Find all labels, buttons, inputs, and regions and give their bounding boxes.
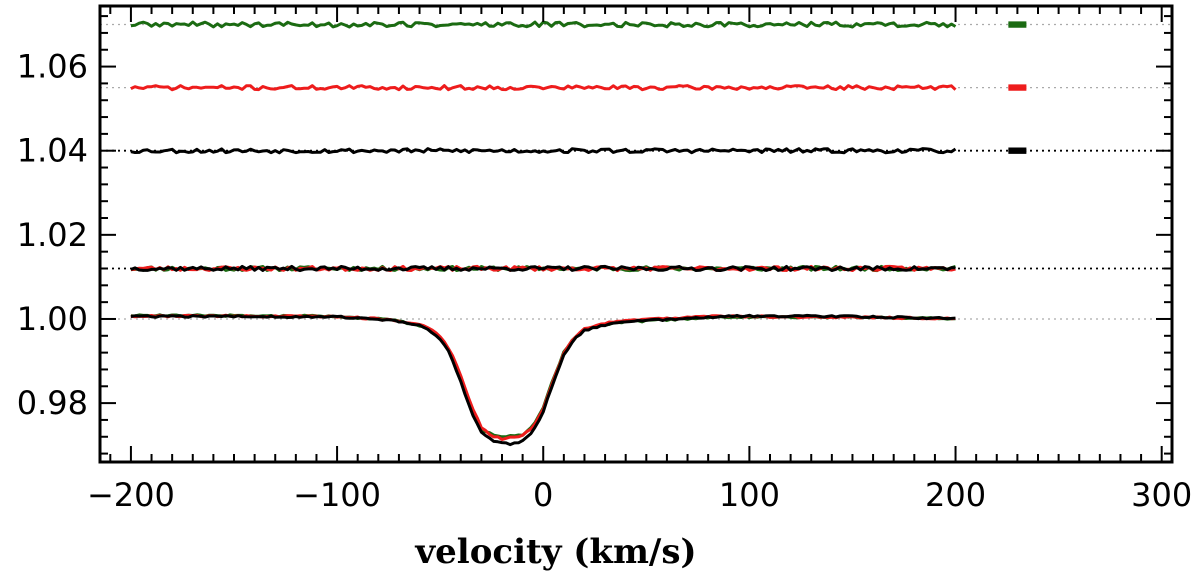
y-tick-label: 1.04: [17, 132, 88, 170]
reference-lines: [100, 23, 1172, 320]
error-bar-black: [1008, 147, 1027, 154]
error-bar-green: [1008, 21, 1027, 28]
error-bars: [1008, 21, 1027, 154]
series-black-profile-line: [130, 313, 956, 447]
y-tick-label: 1.00: [17, 300, 88, 338]
tick-labels: −200 −100 0 100 200 300 0.98 1.00 1.02 1.04 1.06: [17, 48, 1192, 514]
series-black-flat-line: [130, 264, 956, 273]
y-tick-label: 0.98: [17, 384, 88, 422]
x-axis-title: velocity (km/s): [414, 532, 696, 572]
axis-ticks: [100, 6, 1172, 462]
series-green-flat-line: [130, 20, 957, 29]
x-tick-label: 100: [719, 476, 780, 514]
x-tick-label: −200: [87, 476, 175, 514]
y-tick-label: 1.06: [17, 48, 88, 86]
series-red-flat-line: [130, 84, 957, 92]
y-tick-label: 1.02: [17, 216, 88, 254]
x-tick-label: 200: [925, 476, 986, 514]
x-tick-label: 0: [533, 476, 553, 514]
series-red-profile-line: [130, 313, 956, 441]
error-bar-red: [1008, 84, 1027, 91]
series-layer: [130, 20, 957, 447]
plot-frame: [98, 4, 1174, 464]
series-black-flat-line: [130, 147, 957, 155]
x-tick-label: 300: [1131, 476, 1192, 514]
x-tick-label: −100: [293, 476, 381, 514]
series-green-profile-line: [130, 313, 956, 439]
